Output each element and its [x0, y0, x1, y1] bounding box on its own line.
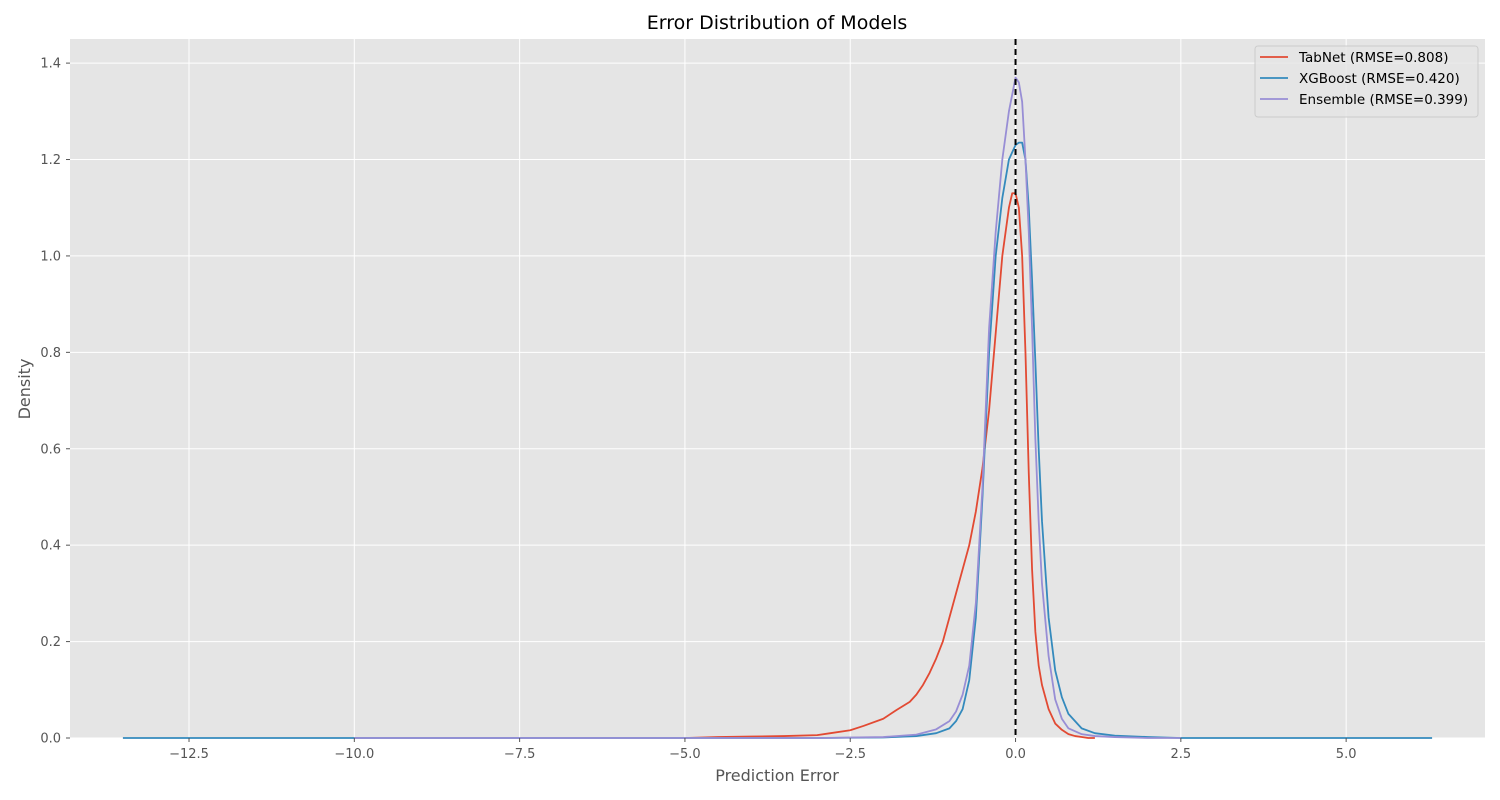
x-axis-ticks: −12.5 −10.0 −7.5 −5.0 −2.5 0.0 2.5 5.0 — [169, 738, 1356, 762]
y-tick-label: 1.4 — [40, 57, 61, 72]
legend-label: TabNet (RMSE=0.808) — [1298, 50, 1448, 66]
x-tick-label: −12.5 — [169, 747, 209, 762]
x-tick-label: −5.0 — [669, 747, 701, 762]
legend-label: XGBoost (RMSE=0.420) — [1299, 71, 1460, 87]
series-line-2 — [354, 76, 1181, 739]
y-tick-label: 0.6 — [40, 442, 61, 457]
series-line-1 — [122, 141, 1433, 739]
y-tick-label: 0.2 — [40, 635, 61, 650]
x-axis-label: Prediction Error — [715, 766, 839, 785]
y-tick-label: 0.0 — [40, 732, 61, 747]
legend-box — [1254, 45, 1479, 118]
series-lines — [122, 76, 1433, 739]
legend-label: Ensemble (RMSE=0.399) — [1299, 92, 1468, 108]
y-axis-label: Density — [15, 359, 34, 420]
y-tick-label: 1.2 — [40, 153, 61, 168]
x-tick-label: −7.5 — [504, 747, 536, 762]
x-tick-label: 2.5 — [1170, 747, 1191, 762]
x-tick-label: −2.5 — [834, 747, 866, 762]
plot-area — [70, 39, 1485, 738]
chart-title: Error Distribution of Models — [647, 12, 908, 34]
x-tick-label: −10.0 — [334, 747, 374, 762]
legend: TabNet (RMSE=0.808) XGBoost (RMSE=0.420) E… — [1254, 45, 1479, 118]
x-tick-label: 0.0 — [1005, 747, 1026, 762]
y-tick-label: 0.8 — [40, 346, 61, 361]
y-tick-label: 1.0 — [40, 249, 61, 264]
y-axis-ticks: 0.0 0.2 0.4 0.6 0.8 1.0 1.2 1.4 — [40, 57, 70, 747]
y-tick-label: 0.4 — [40, 539, 61, 554]
x-tick-label: 5.0 — [1336, 747, 1357, 762]
